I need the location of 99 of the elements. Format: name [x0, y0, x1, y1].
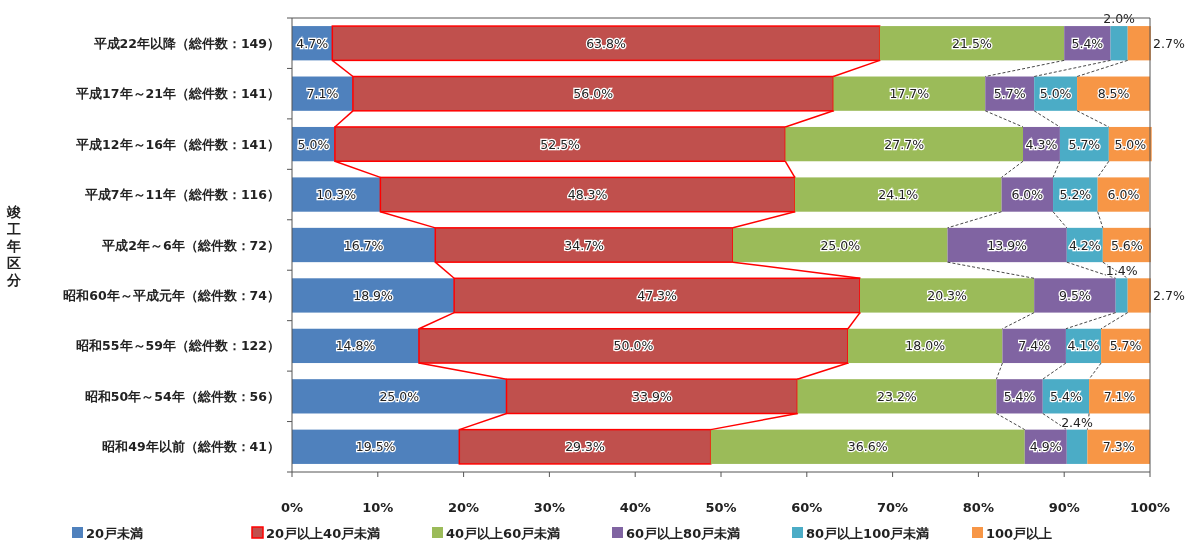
data-label: 8.5%	[1097, 86, 1130, 102]
bar	[710, 429, 1025, 464]
data-label: 7.4%	[1018, 338, 1051, 354]
data-label: 4.2%	[1068, 237, 1101, 253]
bar	[847, 328, 1003, 364]
data-label: 5.2%	[1059, 187, 1092, 203]
bar	[1127, 26, 1151, 61]
bar	[1115, 278, 1128, 313]
data-label: 19.5%	[355, 439, 396, 455]
data-label: 56.0%	[573, 86, 614, 102]
data-label: 5.4%	[1071, 35, 1104, 51]
y-tick-label: 昭和55年～59年（総件数：122）	[76, 338, 280, 354]
data-label: 4.7%	[296, 35, 329, 51]
legend-label: 60戸以上80戸未満	[626, 526, 741, 541]
data-label: 18.0%	[905, 338, 946, 354]
data-label: 6.0%	[1107, 187, 1140, 203]
x-tick-label: 100%	[1129, 500, 1171, 515]
y-tick-label: 平成17年～21年（総件数：141）	[75, 86, 280, 102]
legend-label: 20戸以上40戸未満	[266, 526, 381, 541]
data-label: 50.0%	[613, 338, 654, 354]
bar	[1110, 26, 1128, 61]
x-tick-label: 30%	[533, 500, 565, 515]
data-label: 10.3%	[316, 187, 357, 203]
y-tick-label: 平成2年～6年（総件数：72）	[101, 237, 280, 253]
y-tick-label: 昭和50年～54年（総件数：56）	[84, 388, 280, 404]
data-label: 20.3%	[927, 287, 968, 303]
data-label: 63.8%	[586, 35, 626, 51]
data-label: 5.7%	[1109, 338, 1142, 354]
legend-label: 40戸以上60戸未満	[446, 526, 561, 541]
bar	[860, 278, 1035, 313]
data-label: 2.7%	[1153, 35, 1185, 51]
data-label: 5.0%	[1039, 86, 1072, 102]
data-label: 13.9%	[987, 237, 1028, 253]
data-label: 16.7%	[343, 237, 384, 253]
x-tick-label: 90%	[1048, 500, 1080, 515]
data-label: 52.5%	[540, 136, 581, 152]
data-label: 48.3%	[567, 187, 608, 203]
data-label: 2.7%	[1153, 287, 1185, 303]
data-label: 14.8%	[335, 338, 376, 354]
data-label: 5.0%	[297, 136, 330, 152]
y-tick-label: 昭和49年以前（総件数：41）	[102, 439, 280, 455]
data-label: 29.3%	[565, 439, 605, 455]
x-tick-label: 20%	[448, 500, 480, 515]
bar	[292, 227, 436, 263]
bar	[1066, 429, 1088, 464]
data-label: 1.4%	[1105, 263, 1138, 279]
data-label: 2.0%	[1103, 11, 1136, 27]
x-tick-label: 60%	[791, 500, 823, 515]
bar	[833, 76, 986, 111]
bar	[879, 26, 1065, 61]
y-tick-label: 平成12年～16年（総件数：141）	[75, 136, 280, 152]
y-tick-label: 平成22年以降（総件数：149）	[92, 35, 280, 51]
data-label: 47.3%	[637, 287, 678, 303]
legend-label: 80戸以上100戸未満	[806, 526, 930, 541]
data-label: 5.0%	[1114, 136, 1147, 152]
data-label: 7.3%	[1102, 439, 1135, 455]
data-label: 27.7%	[884, 136, 925, 152]
data-label: 9.5%	[1059, 287, 1091, 303]
y-axis-title: 竣工年区分	[6, 204, 22, 288]
data-label: 5.4%	[1003, 388, 1036, 404]
y-tick-label: 平成7年～11年（総件数：116）	[83, 187, 280, 203]
data-label: 18.9%	[353, 287, 394, 303]
x-tick-label: 70%	[877, 500, 909, 515]
x-tick-label: 50%	[705, 500, 737, 515]
x-tick-label: 10%	[362, 500, 394, 515]
y-tick-label: 昭和60年～平成元年（総件数：74）	[63, 287, 280, 303]
legend-label: 20戸未満	[86, 526, 144, 541]
bar	[292, 278, 455, 313]
bar	[797, 379, 997, 414]
x-tick-label: 0%	[280, 500, 304, 515]
data-label: 24.1%	[878, 187, 919, 203]
data-label: 5.7%	[993, 86, 1026, 102]
data-label: 7.1%	[1103, 388, 1136, 404]
legend-label: 100戸以上	[986, 526, 1053, 541]
data-label: 17.7%	[889, 86, 930, 102]
data-label: 34.7%	[564, 237, 605, 253]
data-label: 5.4%	[1050, 388, 1082, 404]
data-label: 5.6%	[1110, 237, 1143, 253]
data-label: 25.0%	[379, 388, 420, 404]
x-tick-label: 40%	[619, 500, 651, 515]
bar	[292, 379, 507, 414]
data-label: 36.6%	[847, 439, 888, 455]
data-label: 4.3%	[1025, 136, 1058, 152]
bar	[794, 177, 1002, 212]
data-label: 25.0%	[820, 237, 861, 253]
x-tick-label: 80%	[962, 500, 994, 515]
data-label: 4.9%	[1029, 439, 1062, 455]
data-label: 7.1%	[306, 86, 339, 102]
data-label: 33.9%	[632, 388, 672, 404]
bar	[292, 429, 460, 464]
data-label: 2.4%	[1061, 414, 1094, 430]
bar	[733, 227, 948, 263]
data-label: 5.7%	[1068, 136, 1101, 152]
data-label: 23.2%	[877, 388, 917, 404]
data-label: 6.0%	[1011, 187, 1044, 203]
data-label: 21.5%	[952, 35, 992, 51]
bar	[1127, 278, 1151, 313]
bar	[785, 126, 1024, 162]
data-label: 4.1%	[1067, 338, 1100, 354]
